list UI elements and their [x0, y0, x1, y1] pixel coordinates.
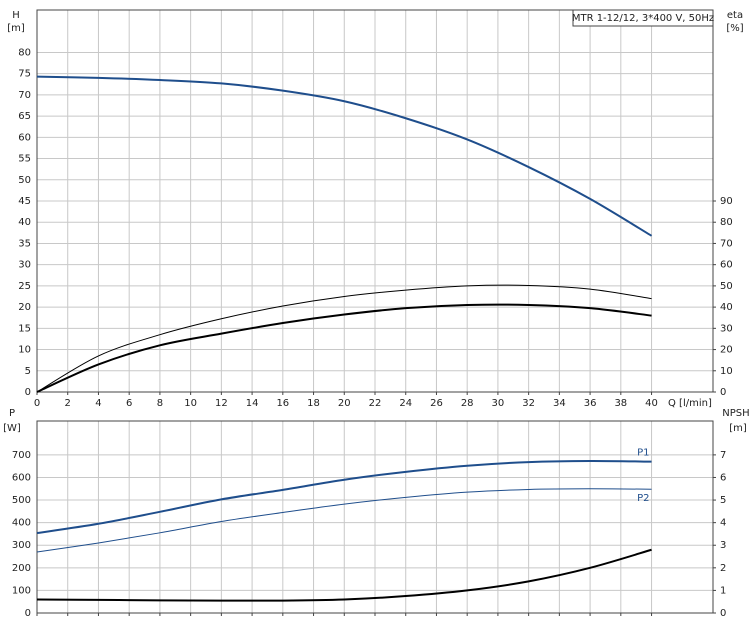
x-tick-label: 14	[246, 398, 259, 409]
x-tick-label: 8	[157, 398, 163, 409]
x-tick-label: 22	[369, 398, 382, 409]
y2-tick-label: 1	[720, 585, 726, 596]
curve	[36, 303, 652, 393]
y-tick-label: 70	[18, 90, 31, 101]
curve	[36, 488, 652, 553]
y-tick-label: 60	[18, 132, 31, 143]
y2-label: eta	[727, 10, 743, 21]
y2-tick-label: 80	[720, 217, 733, 228]
x-tick-label: 0	[34, 398, 40, 409]
y-tick-label: 50	[18, 175, 31, 186]
y-label: H	[12, 10, 20, 21]
series-label: P1	[637, 448, 649, 459]
curve	[36, 459, 652, 535]
y-tick-label: 300	[12, 540, 31, 551]
y-tick-label: 45	[18, 196, 31, 207]
curve	[36, 75, 653, 237]
x-label: Q [l/min]	[668, 398, 712, 409]
x-tick-label: 2	[65, 398, 71, 409]
y-tick-label: 100	[12, 585, 31, 596]
y2-tick-label: 2	[720, 563, 726, 574]
chart-title: MTR 1-12/12, 3*400 V, 50Hz	[572, 13, 714, 24]
x-tick-label: 6	[126, 398, 132, 409]
x-tick-label: 28	[461, 398, 474, 409]
y-tick-label: 35	[18, 238, 31, 249]
x-tick-label: 16	[276, 398, 289, 409]
x-tick-label: 4	[95, 398, 101, 409]
y-tick-label: 30	[18, 260, 31, 271]
y-tick-label: 65	[18, 111, 31, 122]
y-tick-label: 80	[18, 47, 31, 58]
x-tick-label: 34	[553, 398, 566, 409]
y-tick-label: 400	[12, 518, 31, 529]
y-tick-label: 500	[12, 495, 31, 506]
x-tick-label: 40	[645, 398, 658, 409]
x-tick-label: 18	[307, 398, 320, 409]
y2-tick-label: 10	[720, 366, 733, 377]
y2-tick-label: 0	[720, 608, 726, 619]
y2-tick-label: 4	[720, 518, 726, 529]
y-tick-label: 25	[18, 281, 31, 292]
y2-unit: [m]	[729, 423, 747, 434]
y2-unit: [%]	[726, 23, 743, 34]
title-box	[572, 9, 714, 27]
y2-tick-label: 90	[720, 196, 733, 207]
y2-tick-label: 20	[720, 345, 733, 356]
x-tick-label: 12	[215, 398, 228, 409]
y-tick-label: 5	[25, 366, 31, 377]
y-tick-label: 0	[25, 608, 31, 619]
y-tick-label: 600	[12, 472, 31, 483]
curve	[36, 548, 652, 602]
curve	[36, 284, 652, 393]
y-tick-label: 700	[12, 450, 31, 461]
x-tick-label: 38	[614, 398, 627, 409]
y-label: P	[9, 408, 15, 419]
y-tick-label: 20	[18, 302, 31, 313]
series-label: P2	[637, 493, 649, 504]
y2-tick-label: 50	[720, 281, 733, 292]
x-tick-label: 32	[522, 398, 535, 409]
x-tick-label: 10	[184, 398, 197, 409]
y2-tick-label: 5	[720, 495, 726, 506]
x-tick-label: 20	[338, 398, 351, 409]
y2-tick-label: 40	[720, 302, 733, 313]
y-tick-label: 10	[18, 345, 31, 356]
x-tick-label: 24	[399, 398, 412, 409]
y2-label: NPSH	[722, 408, 749, 419]
y2-tick-label: 0	[720, 387, 726, 398]
x-tick-label: 36	[584, 398, 597, 409]
y2-tick-label: 70	[720, 238, 733, 249]
x-tick-label: 30	[492, 398, 505, 409]
y-unit: [m]	[7, 23, 25, 34]
x-tick-label: 26	[430, 398, 443, 409]
y-tick-label: 55	[18, 154, 31, 165]
y-tick-label: 75	[18, 69, 31, 80]
y-unit: [W]	[3, 423, 21, 434]
y2-tick-label: 6	[720, 472, 726, 483]
y2-tick-label: 3	[720, 540, 726, 551]
y2-tick-label: 60	[720, 260, 733, 271]
y2-tick-label: 7	[720, 450, 726, 461]
y-tick-label: 40	[18, 217, 31, 228]
y-tick-label: 0	[25, 387, 31, 398]
y-tick-label: 200	[12, 563, 31, 574]
y-tick-label: 15	[18, 323, 31, 334]
y2-tick-label: 30	[720, 323, 733, 334]
